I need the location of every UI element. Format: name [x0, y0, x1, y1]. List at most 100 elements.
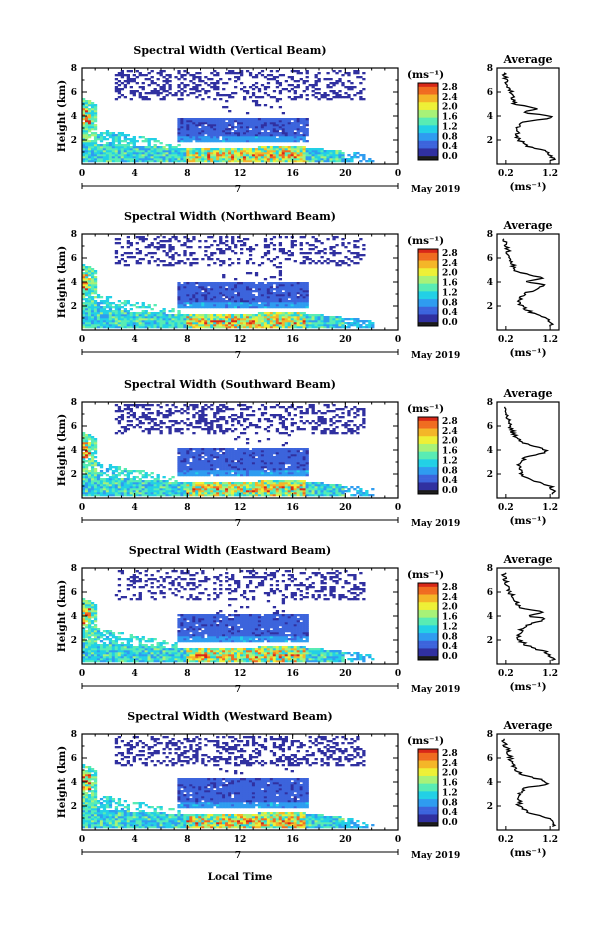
heatmap-cell	[114, 148, 119, 151]
heatmap-cell	[123, 430, 128, 433]
heatmap-cell	[82, 140, 86, 143]
colorbar-segment	[418, 86, 438, 90]
heatmap-cell	[147, 152, 151, 155]
heatmap-cell	[87, 316, 92, 319]
heatmap-cell	[204, 422, 208, 425]
heatmap-cell	[329, 78, 333, 81]
heatmap-cell	[153, 88, 157, 91]
heatmap-cell	[260, 318, 265, 321]
heatmap-cell	[237, 284, 241, 287]
heatmap-cell	[84, 492, 89, 495]
heatmap-cell	[90, 466, 95, 469]
heatmap-cell	[183, 404, 187, 407]
heatmap-cell	[177, 430, 181, 433]
heatmap-cell	[84, 468, 89, 471]
heatmap-cell	[180, 450, 184, 453]
heatmap-cell	[263, 158, 268, 161]
heatmap-cell	[278, 106, 283, 109]
heatmap-cell	[105, 474, 110, 477]
heatmap-cell	[84, 134, 89, 137]
heatmap-cell	[344, 86, 348, 89]
heatmap-cell	[186, 152, 190, 155]
heatmap-cell	[251, 122, 256, 125]
heatmap-cell	[275, 82, 280, 85]
heatmap-cell	[266, 128, 271, 131]
heatmap-cell	[290, 126, 294, 129]
heatmap-cell	[105, 304, 110, 307]
heatmap-cell	[269, 286, 274, 289]
heatmap-cell	[281, 252, 286, 255]
heatmap-cell	[204, 318, 208, 321]
heatmap-cell	[278, 272, 283, 275]
heatmap-cell	[159, 246, 163, 249]
heatmap-cell	[299, 324, 303, 327]
heatmap-cell	[335, 160, 339, 163]
heatmap-cell	[260, 140, 265, 143]
heatmap-cell	[192, 120, 196, 123]
heatmap-cell	[165, 154, 169, 157]
heatmap-cell	[266, 124, 271, 127]
heatmap-cell	[222, 154, 226, 157]
heatmap-cell	[138, 482, 142, 485]
heatmap-cell	[254, 244, 259, 247]
heatmap-cell	[326, 316, 330, 319]
heatmap-cell	[266, 94, 271, 97]
heatmap-cell	[299, 306, 303, 309]
heatmap-cell	[192, 238, 196, 241]
heatmap-cell	[165, 484, 169, 487]
heatmap-cell	[108, 464, 113, 467]
heatmap-cell	[150, 316, 154, 319]
heatmap-cell	[126, 472, 130, 475]
heatmap-cell	[126, 488, 130, 491]
heatmap-cell	[102, 150, 107, 153]
heatmap-cell	[207, 326, 211, 329]
heatmap-cell	[219, 468, 223, 471]
heatmap-cell	[290, 304, 294, 307]
heatmap-cell	[311, 160, 315, 163]
heatmap-cell	[180, 150, 184, 153]
heatmap-cell	[305, 318, 309, 321]
heatmap-cell	[263, 284, 268, 287]
heatmap-cell	[338, 152, 342, 155]
heatmap-cell	[171, 320, 175, 323]
heatmap-cell	[82, 454, 86, 457]
heatmap-cell	[183, 86, 187, 89]
heatmap-cell	[99, 482, 104, 485]
heatmap-cell	[234, 154, 238, 157]
heatmap-cell	[245, 326, 250, 329]
heatmap-cell	[159, 488, 163, 491]
heatmap-cell	[153, 90, 157, 93]
heatmap-cell	[105, 316, 110, 319]
heatmap-cell	[365, 326, 369, 329]
heatmap-cell	[165, 264, 169, 267]
heatmap-cell	[123, 152, 128, 155]
heatmap-cell	[281, 158, 286, 161]
heatmap-cell	[299, 298, 303, 301]
heatmap-cell	[251, 324, 256, 327]
heatmap-cell	[248, 314, 253, 317]
heatmap-cell	[195, 282, 199, 285]
heatmap-cell	[93, 470, 98, 473]
heatmap-cell	[219, 306, 223, 309]
heatmap-cell	[219, 474, 223, 477]
heatmap-cell	[248, 258, 253, 261]
heatmap-cell	[102, 136, 107, 139]
colorbar-segment	[418, 291, 438, 294]
heatmap-cell	[216, 150, 220, 153]
heatmap-cell	[248, 306, 253, 309]
heatmap-cell	[177, 292, 181, 295]
heatmap-cell	[156, 316, 160, 319]
heatmap-cell	[204, 130, 208, 133]
heatmap-cell	[201, 406, 205, 409]
heatmap-cell	[82, 310, 86, 313]
heatmap-cell	[141, 154, 145, 157]
heatmap-cell	[93, 138, 98, 141]
heatmap-cell	[165, 480, 169, 483]
heatmap-cell	[237, 292, 241, 295]
heatmap-cell	[240, 292, 244, 295]
heatmap-cell	[82, 308, 86, 311]
colorbar-tick-label: 2.0	[442, 269, 458, 279]
heatmap-cell	[138, 146, 142, 149]
heatmap-cell	[99, 156, 104, 159]
heatmap-cell	[287, 306, 291, 309]
